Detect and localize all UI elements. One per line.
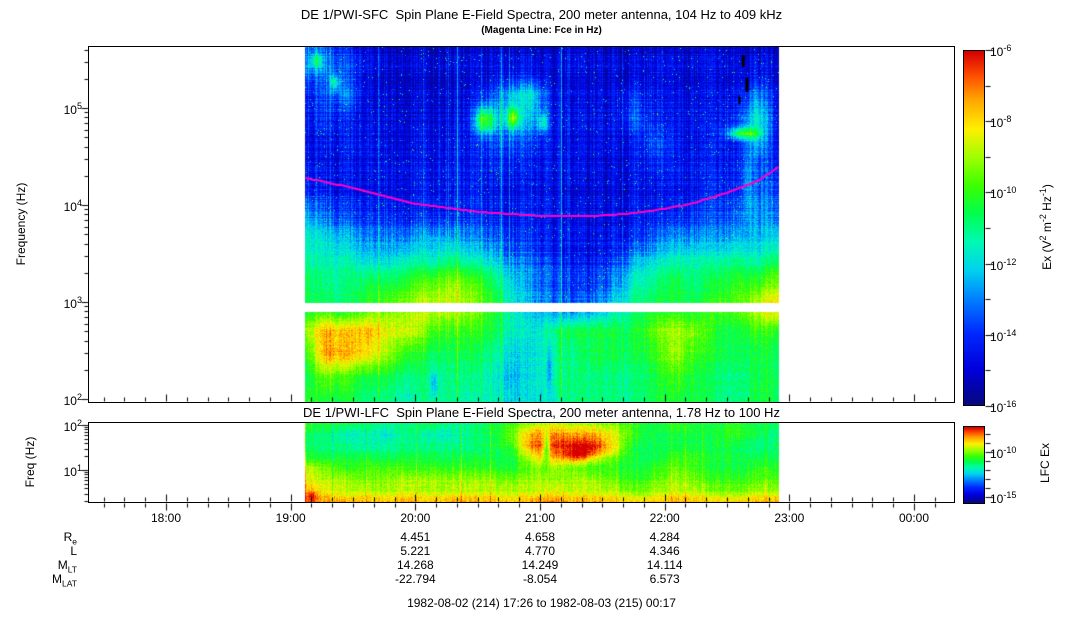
ephemeris-value: -22.794 bbox=[394, 572, 436, 586]
sfc-ytick-label: 105 bbox=[63, 101, 82, 117]
lfc-spectrogram-panel bbox=[88, 422, 955, 503]
sfc-colorbar-tick-label: 10-8 bbox=[990, 114, 1012, 131]
sfc-yaxis-label: Frequency (Hz) bbox=[14, 182, 28, 266]
sfc-colorbar-tick-label: 10-10 bbox=[990, 185, 1017, 202]
ephemeris-label: MLAT bbox=[52, 572, 77, 589]
lfc-panel-title: DE 1/PWI-LFC Spin Plane E-Field Spectra,… bbox=[303, 405, 780, 420]
sfc-spectrogram-panel bbox=[88, 46, 955, 403]
ephemeris-value: 4.284 bbox=[649, 530, 680, 544]
ephemeris-value: 4.658 bbox=[524, 530, 556, 544]
ephemeris-value: 14.268 bbox=[396, 558, 434, 572]
time-tick-label: 22:00 bbox=[649, 511, 680, 525]
sfc-ytick-label: 104 bbox=[63, 198, 82, 214]
figure-title: DE 1/PWI-SFC Spin Plane E-Field Spectra,… bbox=[300, 7, 783, 22]
ephemeris-value: 5.221 bbox=[400, 544, 431, 558]
time-tick-label: 21:00 bbox=[524, 511, 556, 525]
lfc-colorbar bbox=[963, 426, 985, 504]
lfc-colorbar-canvas bbox=[964, 427, 984, 503]
time-tick-label: 23:00 bbox=[774, 511, 805, 525]
sfc-colorbar-tick-label: 10-6 bbox=[990, 43, 1012, 59]
lfc-ytick-label: 101 bbox=[63, 463, 82, 479]
footer-timestamp: 1982-08-02 (214) 17:26 to 1982-08-03 (21… bbox=[407, 596, 676, 610]
sfc-colorbar-tick-label: 10-16 bbox=[990, 399, 1017, 415]
ephemeris-value: -8.054 bbox=[522, 572, 558, 586]
ephemeris-value: 4.770 bbox=[524, 544, 556, 558]
figure-subtitle: (Magenta Line: Fce in Hz) bbox=[481, 25, 602, 36]
lfc-colorbar-tick-label: 10-10 bbox=[990, 445, 1017, 461]
lfc-spectrogram-canvas bbox=[89, 423, 954, 502]
sfc-colorbar-tick-label: 10-12 bbox=[990, 256, 1017, 273]
lfc-colorbar-tick-label: 10-15 bbox=[990, 490, 1017, 506]
ephemeris-value: 14.249 bbox=[521, 558, 559, 572]
ephemeris-value: 4.451 bbox=[400, 530, 431, 544]
ephemeris-value: 4.346 bbox=[649, 544, 680, 558]
ephemeris-label: L bbox=[70, 544, 77, 558]
ephemeris-value: 6.573 bbox=[649, 572, 680, 586]
sfc-ytick-label: 102 bbox=[63, 392, 82, 408]
lfc-colorbar-label: LFC Ex bbox=[1038, 443, 1052, 484]
sfc-colorbar bbox=[963, 50, 985, 406]
time-tick-label: 18:00 bbox=[150, 511, 182, 525]
sfc-colorbar-label: Ex (V2 m-2 Hz-1) bbox=[1038, 184, 1054, 270]
lfc-ytick-label: 102 bbox=[63, 418, 82, 434]
ephemeris-value: 14.114 bbox=[646, 558, 683, 572]
time-tick-label: 19:00 bbox=[275, 511, 306, 525]
sfc-ytick-label: 103 bbox=[63, 295, 82, 311]
sfc-colorbar-tick-label: 10-14 bbox=[990, 327, 1017, 344]
sfc-colorbar-canvas bbox=[964, 51, 984, 405]
sfc-spectrogram-canvas bbox=[89, 47, 954, 402]
time-tick-label: 00:00 bbox=[899, 511, 930, 525]
lfc-yaxis-label: Freq (Hz) bbox=[23, 436, 37, 488]
time-tick-label: 20:00 bbox=[400, 511, 431, 525]
